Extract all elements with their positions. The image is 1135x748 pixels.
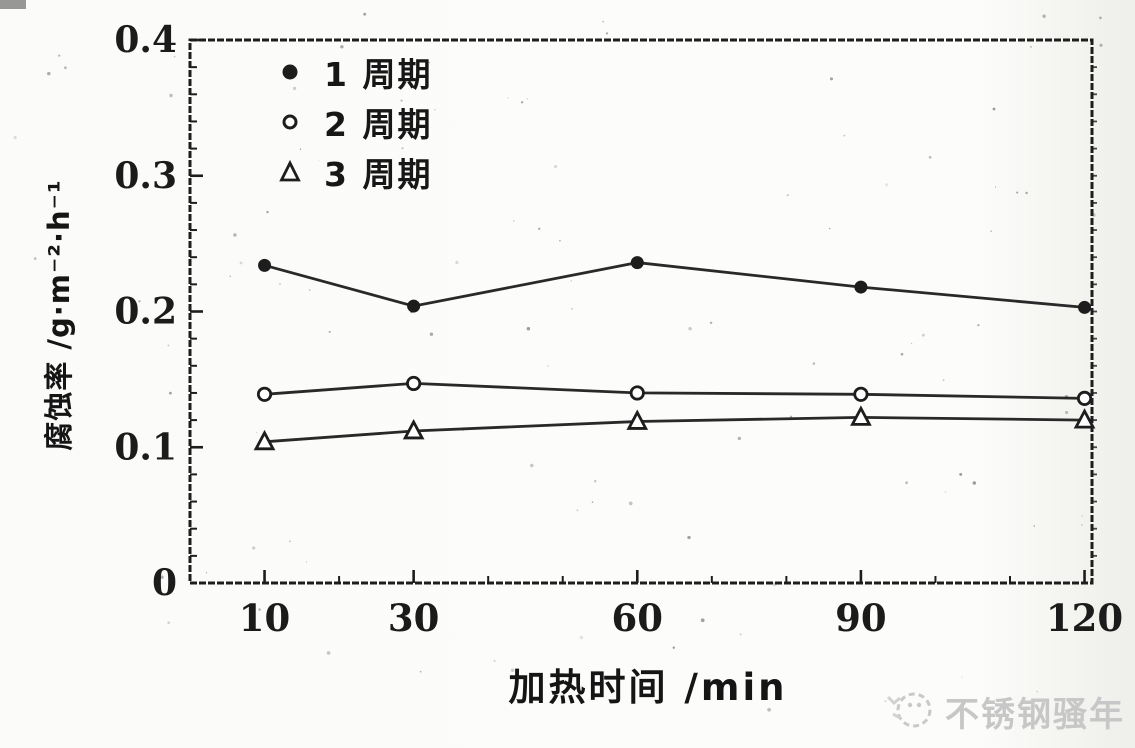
svg-text:60: 60	[612, 596, 664, 640]
open-circle-icon	[268, 109, 312, 135]
legend-label: 3 周期	[324, 155, 433, 194]
svg-text:0.1: 0.1	[114, 426, 177, 468]
filled-circle-icon	[268, 59, 312, 85]
svg-text:0.3: 0.3	[114, 155, 177, 197]
svg-text:10: 10	[239, 596, 291, 640]
legend-label: 2 周期	[324, 105, 433, 144]
legend-label: 1 周期	[324, 55, 433, 94]
watermark: 不锈钢骚年	[885, 681, 1125, 742]
watermark-text: 不锈钢骚年	[945, 695, 1125, 735]
x-axis-label: 加热时间 /min	[508, 666, 788, 709]
legend-item-cycle2: 2 周期	[268, 97, 432, 147]
open-triangle-icon	[268, 159, 312, 185]
svg-text:90: 90	[835, 596, 887, 640]
y-axis-label: 腐蚀率 /g·m⁻²·h⁻¹	[42, 179, 76, 451]
svg-text:30: 30	[388, 596, 440, 640]
svg-text:0: 0	[152, 562, 177, 604]
chart-legend: 1 周期 2 周期 3 周期	[268, 47, 432, 197]
legend-item-cycle1: 1 周期	[268, 47, 432, 97]
legend-item-cycle3: 3 周期	[268, 147, 432, 197]
watermark-logo-icon	[885, 681, 935, 742]
svg-text:0.4: 0.4	[114, 19, 177, 61]
svg-text:120: 120	[1046, 596, 1123, 640]
svg-text:0.2: 0.2	[114, 291, 177, 333]
